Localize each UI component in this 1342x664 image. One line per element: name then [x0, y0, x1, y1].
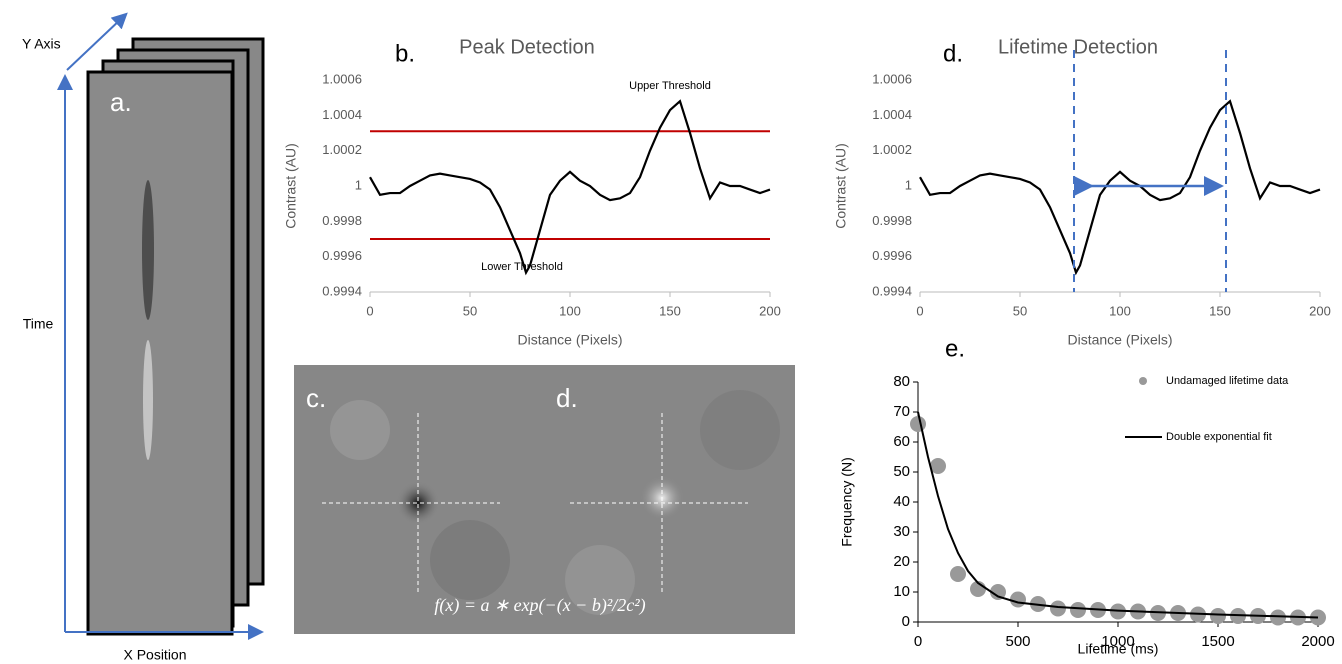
- y-tick-label: 30: [893, 523, 910, 540]
- y-tick-label: 50: [893, 463, 910, 480]
- x-tick-label: 0: [914, 633, 922, 650]
- fit-line: [917, 411, 1319, 619]
- panel-label: d.: [943, 40, 963, 67]
- x-tick-label: 0: [366, 303, 373, 318]
- threshold-label: Upper Threshold: [629, 80, 711, 92]
- axis-label: Y Axis: [22, 36, 61, 52]
- x-tick-label: 100: [559, 303, 581, 318]
- y-tick-label: 10: [893, 583, 910, 600]
- image-stack: [86, 37, 265, 636]
- axis-arrow: [66, 12, 128, 71]
- x-tick-label: 200: [759, 303, 781, 318]
- y-tick-label: 1.0002: [872, 142, 912, 157]
- data-point: [930, 458, 946, 474]
- x-tick-label: 2000: [1301, 633, 1334, 650]
- data-point: [990, 584, 1006, 600]
- formula: f(x) = a ∗ exp(−(x − b)²/2c²): [434, 595, 645, 616]
- panel-label: b.: [395, 40, 415, 67]
- data-point: [910, 416, 926, 432]
- x-tick-label: 1500: [1201, 633, 1234, 650]
- y-tick-label: 1: [355, 177, 362, 192]
- y-tick-label: 80: [893, 373, 910, 390]
- y-tick-label: 1.0004: [322, 107, 362, 122]
- data-point: [950, 566, 966, 582]
- x-tick-label: 50: [463, 303, 477, 318]
- data-point: [1070, 602, 1086, 618]
- y-tick-label: 0.9994: [322, 283, 362, 298]
- y-tick-label: 0.9996: [872, 248, 912, 263]
- x-tick-label: 200: [1309, 303, 1331, 318]
- y-tick-label: 1.0002: [322, 142, 362, 157]
- y-axis-label: Contrast (AU): [283, 143, 299, 229]
- y-tick-label: 20: [893, 553, 910, 570]
- panel-label: c.: [306, 383, 326, 413]
- y-tick-label: 70: [893, 403, 910, 420]
- threshold-label: Lower Threshold: [481, 261, 563, 273]
- y-tick-label: 0: [902, 613, 910, 630]
- y-tick-label: 0.9996: [322, 248, 362, 263]
- x-axis-label: Distance (Pixels): [1067, 332, 1172, 348]
- data-point: [1010, 591, 1026, 608]
- y-axis-label: Frequency (N): [839, 457, 855, 546]
- x-tick-label: 500: [1005, 633, 1030, 650]
- y-tick-label: 1.0006: [872, 71, 912, 86]
- data-point: [1270, 609, 1286, 626]
- y-tick-label: 1: [905, 177, 912, 192]
- x-axis-label: Distance (Pixels): [517, 332, 622, 348]
- axis-label: X Position: [123, 647, 186, 663]
- panel-label: a.: [110, 87, 132, 117]
- y-tick-label: 1.0006: [322, 71, 362, 86]
- data-line: [369, 99, 771, 276]
- x-tick-label: 150: [659, 303, 681, 318]
- panel-label: d.: [556, 383, 578, 413]
- data-point: [1050, 600, 1066, 617]
- x-tick-label: 150: [1209, 303, 1231, 318]
- x-tick-label: 0: [916, 303, 923, 318]
- x-tick-label: 50: [1013, 303, 1027, 318]
- x-tick-label: 1000: [1101, 633, 1134, 650]
- data-point: [1210, 608, 1226, 624]
- legend-label: Undamaged lifetime data: [1166, 375, 1289, 387]
- y-tick-label: 0.9994: [872, 283, 912, 298]
- x-tick-label: 100: [1109, 303, 1131, 318]
- axis-label: Time: [23, 316, 54, 332]
- legend-marker: [1139, 377, 1147, 385]
- x-axis-label: Lifetime (ms): [1078, 641, 1159, 657]
- legend-label: Double exponential fit: [1166, 431, 1272, 443]
- chart-title: Peak Detection: [459, 36, 595, 58]
- y-tick-label: 1.0004: [872, 107, 912, 122]
- panel-label: e.: [945, 335, 965, 362]
- y-tick-label: 40: [893, 493, 910, 510]
- y-tick-label: 60: [893, 433, 910, 450]
- chart-title: Lifetime Detection: [998, 36, 1158, 58]
- y-axis-label: Contrast (AU): [833, 143, 849, 229]
- y-tick-label: 0.9998: [872, 213, 912, 228]
- micrograph: [294, 365, 795, 634]
- y-tick-label: 0.9998: [322, 213, 362, 228]
